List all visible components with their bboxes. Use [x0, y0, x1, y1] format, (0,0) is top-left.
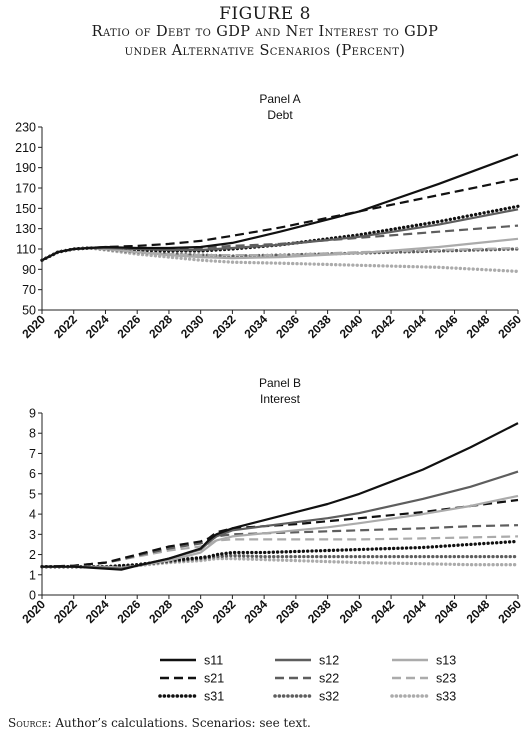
x-tick-label: 2030 [178, 597, 207, 626]
x-tick-label: 2050 [495, 597, 524, 626]
legend: s11 s12 s13 s21 s22 s23 s31 s32 s33 [158, 654, 456, 704]
x-tick-label: 2030 [178, 312, 207, 341]
x-tick-label: 2034 [241, 312, 270, 341]
x-tick-label: 2048 [464, 597, 493, 626]
y-tick-label: 4 [29, 508, 36, 522]
x-tick-label: 2020 [19, 597, 48, 626]
y-tick-label: 2 [29, 548, 36, 562]
y-tick-label: 70 [22, 283, 36, 297]
y-tick-label: 50 [22, 304, 36, 318]
series-line-s12 [41, 208, 519, 262]
y-tick-label: 3 [29, 528, 36, 542]
series-line-s11 [41, 153, 519, 262]
legend-item-s32: s32 [273, 690, 339, 704]
legend-label: s31 [204, 690, 224, 704]
y-tick-label: 6 [29, 467, 36, 481]
y-tick-label: 170 [15, 182, 36, 196]
panel-a: Panel A Debt 50 70 90 110 130 150 170 190 210 230 20… [15, 92, 524, 341]
x-tick-label: 2050 [495, 312, 524, 341]
x-tick-label: 2042 [368, 597, 397, 626]
x-tick-label: 2040 [337, 597, 366, 626]
legend-label: s12 [319, 654, 339, 668]
x-tick-label: 2044 [400, 312, 429, 341]
series-line-s12 [42, 470, 519, 570]
legend-item-s31: s31 [158, 690, 224, 704]
x-tick-label: 2036 [273, 312, 302, 341]
legend-label: s22 [319, 672, 339, 686]
x-tick-label: 2042 [368, 312, 397, 341]
y-tick-label: 1 [29, 568, 36, 582]
panel-title: Interest [260, 392, 301, 406]
x-tick-label: 2028 [146, 312, 175, 341]
source-label: Source: [8, 716, 52, 730]
panel-label: Panel B [259, 376, 301, 390]
source-text: Author’s calculations. Scenarios: see te… [51, 716, 311, 730]
series-line-s31 [40, 539, 520, 569]
panel-label: Panel A [259, 92, 300, 106]
y-tick-label: 130 [15, 222, 36, 236]
y-tick-label: 7 [29, 447, 36, 461]
x-tick-label: 2038 [305, 312, 334, 341]
legend-item-s23: s23 [392, 672, 456, 686]
x-tick-label: 2026 [115, 597, 144, 626]
x-tick-label: 2028 [146, 597, 175, 626]
y-tick-label: 8 [29, 427, 36, 441]
x-tick-label: 2032 [210, 597, 239, 626]
x-tick-label: 2038 [305, 597, 334, 626]
legend-item-s22: s22 [275, 672, 339, 686]
x-tick-label: 2046 [432, 597, 461, 626]
y-tick-label: 230 [15, 121, 36, 135]
x-tick-label: 2032 [210, 312, 239, 341]
legend-item-s13: s13 [392, 654, 456, 668]
source-note: Source: Author’s calculations. Scenarios… [8, 716, 311, 730]
figure-title: FIGURE 8 [219, 4, 311, 24]
panel-title: Debt [267, 108, 293, 122]
y-tick-label: 210 [15, 141, 36, 155]
legend-label: s33 [436, 690, 456, 704]
legend-label: s11 [204, 654, 223, 668]
legend-label: s13 [436, 654, 456, 668]
x-tick-label: 2044 [400, 597, 429, 626]
x-tick-label: 2040 [337, 312, 366, 341]
figure-subtitle-line-1: Ratio of Debt to GDP and Net Interest to… [91, 24, 439, 40]
legend-label: s23 [436, 672, 456, 686]
x-tick-label: 2022 [51, 312, 80, 341]
legend-item-s12: s12 [275, 654, 339, 668]
y-tick-label: 0 [29, 589, 36, 603]
y-tick-label: 5 [29, 487, 36, 501]
series-line-s11 [42, 422, 519, 571]
x-tick-label: 2036 [273, 597, 302, 626]
y-tick-label: 9 [29, 407, 36, 421]
x-tick-label: 2048 [464, 312, 493, 341]
legend-item-s11: s11 [160, 654, 223, 668]
x-tick-label: 2022 [51, 597, 80, 626]
series-line-s21 [41, 498, 519, 568]
y-tick-label: 150 [15, 202, 36, 216]
x-tick-label: 2024 [83, 312, 112, 341]
legend-item-s33: s33 [390, 690, 456, 704]
y-tick-label: 110 [16, 243, 36, 257]
legend-label: s32 [319, 690, 339, 704]
x-tick-label: 2034 [241, 597, 270, 626]
figure-subtitle-line-2: under Alternative Scenarios (Percent) [124, 43, 406, 59]
x-tick-label: 2026 [115, 312, 144, 341]
legend-item-s21: s21 [160, 672, 224, 686]
y-tick-label: 90 [22, 263, 36, 277]
x-tick-label: 2046 [432, 312, 461, 341]
x-tick-label: 2024 [83, 597, 112, 626]
legend-label: s21 [204, 672, 224, 686]
y-tick-label: 190 [15, 161, 36, 175]
